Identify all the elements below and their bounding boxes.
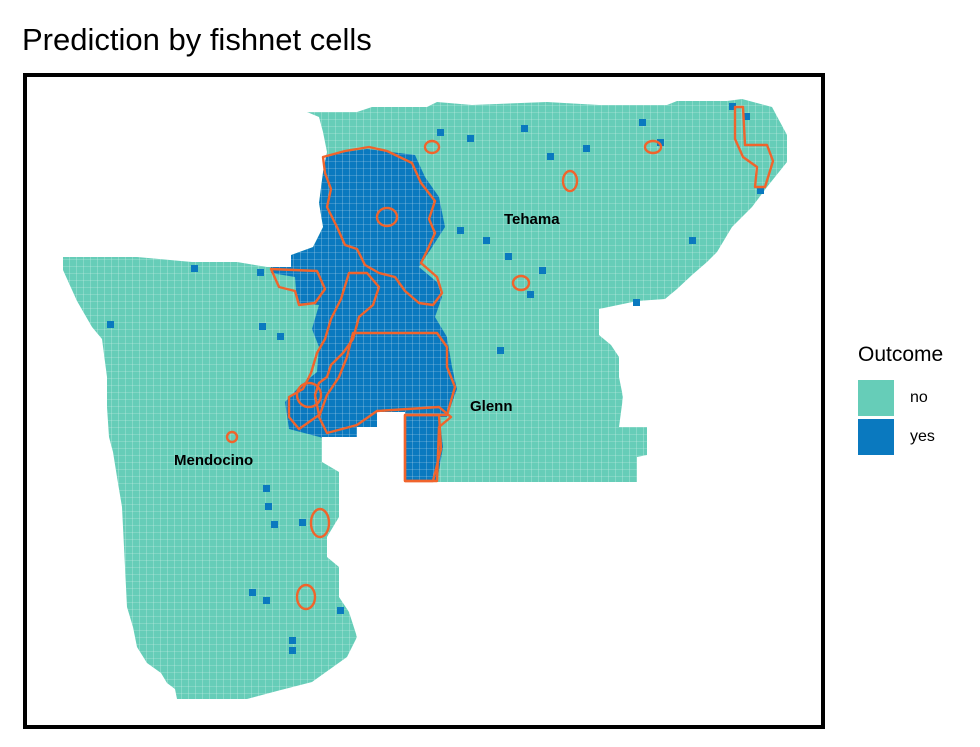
yes-cell: [547, 153, 554, 160]
fishnet-grid: [63, 99, 787, 699]
yes-cell: [729, 103, 736, 110]
yes-cell: [583, 145, 590, 152]
outline-circle-c: [561, 169, 579, 193]
county-label-mendocino: Mendocino: [174, 452, 254, 469]
legend-label-no: no: [910, 388, 928, 406]
yes-cell: [527, 291, 534, 298]
yes-cell: [505, 253, 512, 260]
boundary-outlines: [225, 105, 775, 611]
legend-item-no: no: [858, 378, 976, 417]
legend-title: Outcome: [858, 343, 944, 366]
outline-circle-f: [225, 430, 239, 444]
yes-cell: [263, 485, 270, 492]
outline-glenn-south: [403, 413, 443, 483]
outline-circle-a: [375, 206, 399, 228]
yes-cell: [743, 113, 750, 120]
yes-cell: [639, 119, 646, 126]
yes-cell: [437, 129, 444, 136]
fishnet-map: [63, 99, 787, 699]
yes-cell: [467, 135, 474, 142]
yes-cell: [257, 269, 264, 276]
yes-cell: [337, 607, 344, 614]
yes-cell: [757, 187, 764, 194]
outline-circle-e: [295, 381, 323, 409]
yes-cell: [539, 267, 546, 274]
outline-circle-i: [423, 139, 441, 155]
yes-cell: [689, 237, 696, 244]
outline-circle-d: [643, 139, 663, 155]
legend-label-yes: yes: [910, 427, 935, 445]
outline-glenn-block: [317, 331, 457, 483]
outline-circle-b: [511, 274, 531, 292]
yes-cell: [289, 647, 296, 654]
outline-west-lobe: [269, 267, 327, 307]
yes-cell: [299, 519, 306, 526]
chart-title: Prediction by fishnet cells: [22, 22, 372, 57]
legend: Outcome no yes: [858, 342, 976, 456]
yes-cell: [277, 333, 284, 340]
outline-north-cluster: [321, 145, 444, 307]
yes-cell: [265, 503, 272, 510]
yes-cell: [521, 125, 528, 132]
yes-cell: [657, 139, 664, 146]
legend-swatch-no: [858, 379, 894, 416]
scattered-yes-cells: [107, 103, 764, 654]
yes-cell: [191, 265, 198, 272]
legend-item-yes: yes: [858, 417, 976, 456]
outline-circle-h: [295, 583, 317, 611]
yes-cell: [497, 347, 504, 354]
yes-cell: [263, 597, 270, 604]
yes-cell: [457, 227, 464, 234]
legend-swatch-yes: [858, 418, 894, 455]
yes-cell: [483, 237, 490, 244]
county-label-tehama: Tehama: [504, 211, 560, 228]
yes-cell: [271, 521, 278, 528]
yes-cell: [633, 299, 640, 306]
yes-cell: [289, 637, 296, 644]
yes-cell: [107, 321, 114, 328]
yes-cell: [259, 323, 266, 330]
yes-cell: [249, 589, 256, 596]
outline-east-strip: [733, 105, 775, 189]
county-label-glenn: Glenn: [470, 398, 513, 415]
map-panel: [23, 73, 825, 729]
outline-circle-g: [309, 507, 331, 539]
